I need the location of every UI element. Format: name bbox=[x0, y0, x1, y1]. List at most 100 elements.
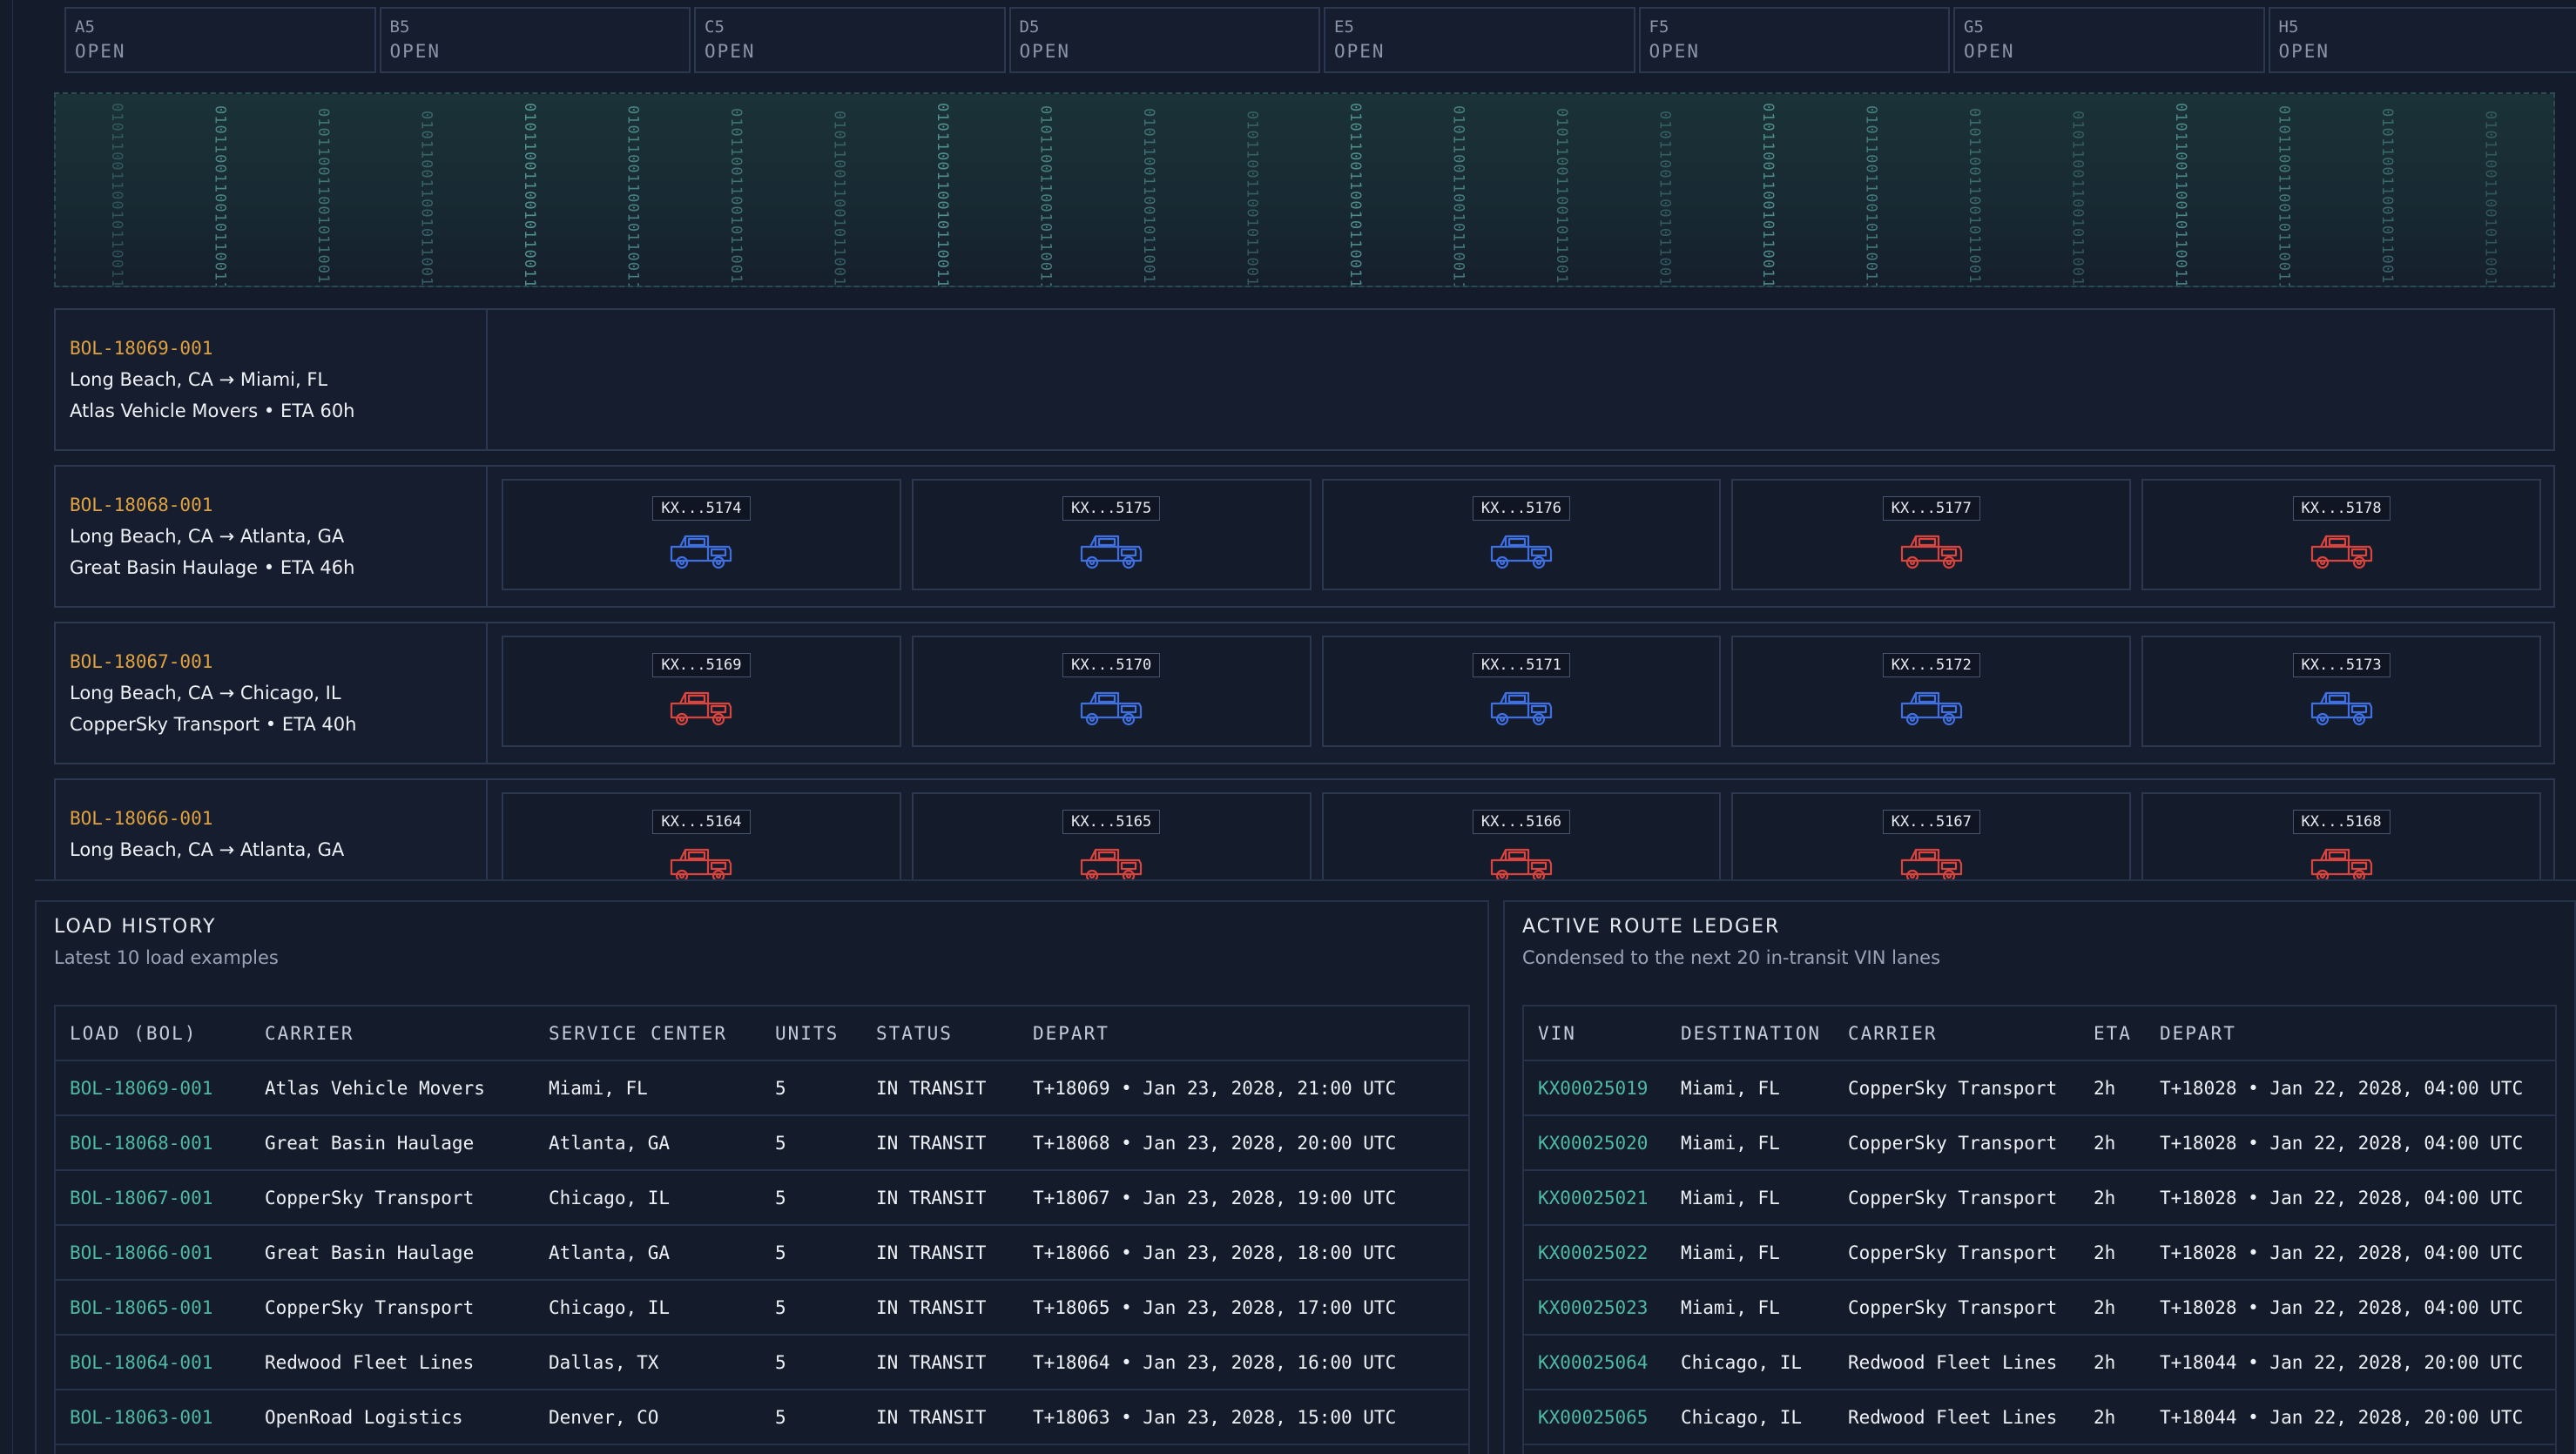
route-ledger-panel: ACTIVE ROUTE LEDGER Condensed to the nex… bbox=[1503, 900, 2576, 1454]
table-cell: CopperSky Transport bbox=[1834, 1225, 2080, 1281]
bol-link[interactable]: BOL-18065-001 bbox=[56, 1280, 251, 1336]
vehicle-card[interactable]: KX...5170 bbox=[911, 636, 1312, 747]
vin-link[interactable]: KX00025021 bbox=[1524, 1170, 1667, 1226]
carrier-eta-label: Atlas Vehicle Movers • ETA 60h bbox=[70, 401, 355, 421]
vehicle-card[interactable]: KX...5175 bbox=[911, 479, 1312, 590]
binary-stream-column: 010110011001011001100101100 bbox=[1140, 108, 1157, 287]
truck-icon bbox=[1081, 848, 1143, 879]
vin-link[interactable]: KX00025064 bbox=[1524, 1335, 1667, 1390]
truck-icon bbox=[1490, 691, 1553, 726]
yard-slot-b5[interactable]: B5 OPEN bbox=[379, 7, 691, 73]
bol-link[interactable]: BOL-18066-001 bbox=[56, 1225, 251, 1281]
table-row[interactable]: BOL-18069-001 Atlas Vehicle Movers Miami, … bbox=[56, 1060, 1468, 1116]
bol-link[interactable]: BOL-18069-001 bbox=[56, 1060, 251, 1116]
vin-link[interactable]: KX00025020 bbox=[1524, 1115, 1667, 1171]
vehicle-card[interactable]: KX...5165 bbox=[911, 792, 1312, 879]
table-row[interactable]: BOL-18064-001 Redwood Fleet Lines Dallas, … bbox=[56, 1335, 1468, 1390]
vehicle-card[interactable]: KX...5178 bbox=[2141, 479, 2541, 590]
table-cell: 5 bbox=[761, 1170, 862, 1226]
yard-slot-d5[interactable]: D5 OPEN bbox=[1008, 7, 1320, 73]
table-cell: Miami, FL bbox=[1667, 1060, 1834, 1116]
table-cell: Miami, FL bbox=[1667, 1225, 1834, 1281]
vehicle-card[interactable]: KX...5177 bbox=[1731, 479, 2132, 590]
vin-link[interactable]: KX00025019 bbox=[1524, 1060, 1667, 1116]
table-cell: Redwood Fleet Lines bbox=[251, 1335, 535, 1390]
load-info[interactable]: BOL-18067-001 Long Beach, CA → Chicago, I… bbox=[56, 623, 488, 763]
yard-board-panel: A5 OPEN B5 OPEN C5 OPEN D5 OPEN E5 OPEN F5 OPEN G5 OP… bbox=[35, 0, 2576, 881]
load-row: BOL-18066-001 Long Beach, CA → Atlanta, G… bbox=[54, 778, 2555, 879]
load-history-table: LOAD (BOL) CARRIER SERVICE CENTER UNITS STAT… bbox=[56, 1006, 1468, 1445]
yard-slot-h5[interactable]: H5 OPEN bbox=[2268, 7, 2576, 73]
vehicle-card[interactable]: KX...5174 bbox=[502, 479, 901, 590]
table-row[interactable]: KX00025064 Chicago, IL Redwood Fleet Lines… bbox=[1524, 1335, 2555, 1390]
binary-stream-column: 010110011001011001100101100 bbox=[727, 108, 745, 287]
slot-id: A5 bbox=[75, 17, 95, 37]
vehicle-slots: KX...5174 KX...5175 KX...5176 KX...5177 KX..… bbox=[502, 479, 2541, 590]
slot-id: C5 bbox=[705, 17, 725, 37]
binary-stream-column: 010110011001011001100101100 bbox=[1862, 105, 1880, 287]
column-header: CARRIER bbox=[1834, 1006, 2080, 1061]
truck-icon bbox=[1900, 848, 1962, 879]
vin-link[interactable]: KX00025065 bbox=[1524, 1390, 1667, 1445]
slot-id: B5 bbox=[389, 17, 410, 37]
vin-link[interactable]: KX00025023 bbox=[1524, 1280, 1667, 1336]
vehicle-card[interactable]: KX...5167 bbox=[1731, 792, 2132, 879]
vehicle-card[interactable]: KX...5168 bbox=[2141, 792, 2541, 879]
vehicle-card[interactable]: KX...5164 bbox=[502, 792, 901, 879]
yard-slot-c5[interactable]: C5 OPEN bbox=[694, 7, 1006, 73]
table-row[interactable]: KX00025019 Miami, FL CopperSky Transport 2h… bbox=[1524, 1060, 2555, 1116]
vin-tag: KX...5171 bbox=[1472, 653, 1571, 677]
vehicle-card[interactable]: KX...5169 bbox=[502, 636, 901, 747]
yard-slot-g5[interactable]: G5 OPEN bbox=[1953, 7, 2265, 73]
bol-link[interactable]: BOL-18067-001 bbox=[56, 1170, 251, 1226]
table-row[interactable]: KX00025065 Chicago, IL Redwood Fleet Lines… bbox=[1524, 1390, 2555, 1445]
table-row[interactable]: BOL-18068-001 Great Basin Haulage Atlanta,… bbox=[56, 1115, 1468, 1171]
vehicle-card[interactable]: KX...5172 bbox=[1731, 636, 2132, 747]
vin-tag: KX...5164 bbox=[652, 810, 751, 834]
table-cell: 5 bbox=[761, 1060, 862, 1116]
load-info[interactable]: BOL-18066-001 Long Beach, CA → Atlanta, G… bbox=[56, 780, 488, 879]
table-row[interactable]: KX00025022 Miami, FL CopperSky Transport 2h… bbox=[1524, 1225, 2555, 1281]
table-cell: 2h bbox=[2080, 1335, 2146, 1390]
vehicle-card[interactable]: KX...5166 bbox=[1321, 792, 1722, 879]
binary-stream-column: 010110011001011001100101100 bbox=[1966, 108, 1983, 287]
bol-link[interactable]: BOL-18063-001 bbox=[56, 1390, 251, 1445]
binary-stream-column: 010110011001011001100101100 bbox=[830, 111, 848, 287]
table-cell: T+18069 • Jan 23, 2028, 21:00 UTC bbox=[1019, 1060, 1468, 1116]
vehicle-card[interactable]: KX...5171 bbox=[1321, 636, 1722, 747]
bol-link[interactable]: BOL-18068-001 bbox=[56, 1115, 251, 1171]
table-row[interactable]: BOL-18063-001 OpenRoad Logistics Denver, C… bbox=[56, 1390, 1468, 1445]
table-cell: Denver, CO bbox=[535, 1390, 761, 1445]
column-header: VIN bbox=[1524, 1006, 1667, 1061]
table-row[interactable]: KX00025023 Miami, FL CopperSky Transport 2h… bbox=[1524, 1280, 2555, 1336]
vin-tag: KX...5170 bbox=[1062, 653, 1161, 677]
vehicle-card[interactable]: KX...5176 bbox=[1321, 479, 1722, 590]
binary-stream-column: 010110011001011001100101100 bbox=[1243, 111, 1261, 287]
load-history-table-wrap: LOAD (BOL) CARRIER SERVICE CENTER UNITS STAT… bbox=[54, 1005, 1470, 1454]
route-ledger-table-wrap: VIN DESTINATION CARRIER ETA DEPART KX0002501… bbox=[1522, 1005, 2557, 1454]
binary-stream-column: 010110011001011001100101100 bbox=[2068, 111, 2087, 287]
table-row[interactable]: KX00025020 Miami, FL CopperSky Transport 2h… bbox=[1524, 1115, 2555, 1171]
table-row[interactable]: KX00025021 Miami, FL CopperSky Transport 2h… bbox=[1524, 1170, 2555, 1226]
yard-slot-e5[interactable]: E5 OPEN bbox=[1324, 7, 1635, 73]
vehicle-card[interactable]: KX...5173 bbox=[2141, 636, 2541, 747]
yard-slot-a5[interactable]: A5 OPEN bbox=[64, 7, 376, 73]
table-cell: IN TRANSIT bbox=[862, 1335, 1019, 1390]
vin-link[interactable]: KX00025022 bbox=[1524, 1225, 1667, 1281]
table-cell: IN TRANSIT bbox=[862, 1225, 1019, 1281]
load-info[interactable]: BOL-18069-001 Long Beach, CA → Miami, FL A… bbox=[56, 310, 488, 449]
yard-slot-f5[interactable]: F5 OPEN bbox=[1638, 7, 1950, 73]
bol-link[interactable]: BOL-18064-001 bbox=[56, 1335, 251, 1390]
slot-status: OPEN bbox=[705, 41, 756, 62]
route-label: Long Beach, CA → Chicago, IL bbox=[70, 683, 341, 703]
table-row[interactable]: BOL-18066-001 Great Basin Haulage Atlanta,… bbox=[56, 1225, 1468, 1281]
table-cell: T+18063 • Jan 23, 2028, 15:00 UTC bbox=[1019, 1390, 1468, 1445]
load-info[interactable]: BOL-18068-001 Long Beach, CA → Atlanta, G… bbox=[56, 467, 488, 606]
table-cell: 2h bbox=[2080, 1390, 2146, 1445]
table-cell: Chicago, IL bbox=[1667, 1335, 1834, 1390]
table-row[interactable]: BOL-18067-001 CopperSky Transport Chicago,… bbox=[56, 1170, 1468, 1226]
vin-tag: KX...5173 bbox=[2292, 653, 2391, 677]
table-cell: T+18066 • Jan 23, 2028, 18:00 UTC bbox=[1019, 1225, 1468, 1281]
table-cell: CopperSky Transport bbox=[1834, 1115, 2080, 1171]
table-row[interactable]: BOL-18065-001 CopperSky Transport Chicago,… bbox=[56, 1280, 1468, 1336]
